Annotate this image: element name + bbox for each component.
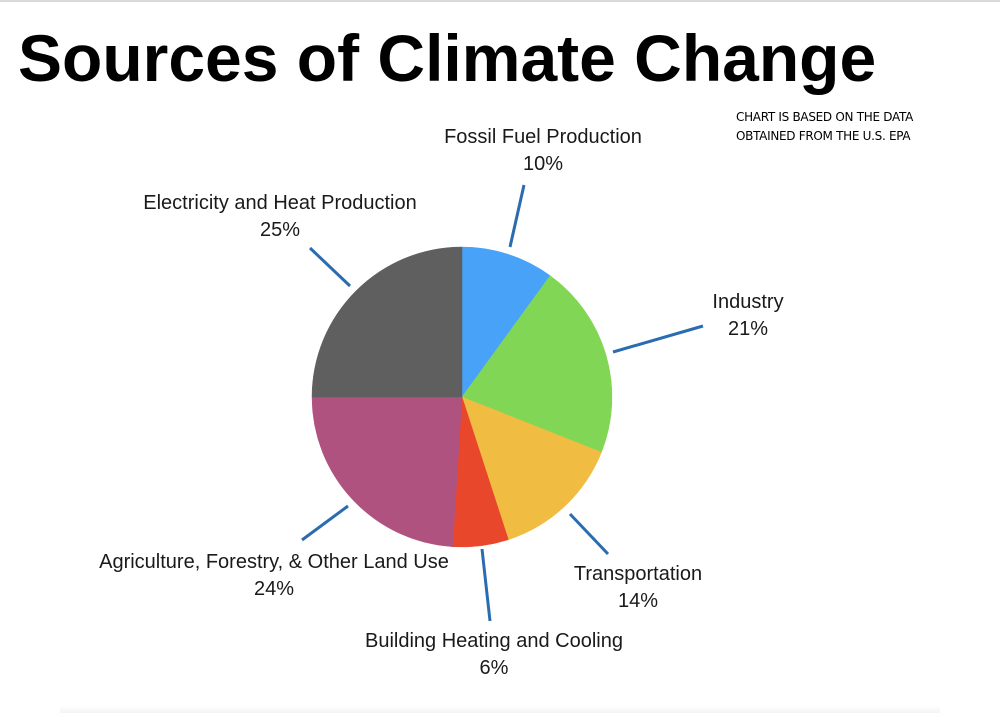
slice-value-label-5: 24% bbox=[254, 578, 294, 600]
source-note-line-2: OBTAINED FROM THE U.S. EPA bbox=[736, 129, 911, 143]
slice-name-label-1: Fossil Fuel Production bbox=[444, 126, 642, 148]
leader-line-1 bbox=[508, 184, 526, 248]
slice-value-label-2: 21% bbox=[728, 318, 768, 340]
pie-slice-6 bbox=[311, 246, 463, 398]
slice-name-label-2: Industry bbox=[712, 291, 783, 313]
pie-slice-1 bbox=[461, 246, 551, 398]
slice-value-label-6: 25% bbox=[260, 219, 300, 241]
slice-value-label-3: 14% bbox=[618, 590, 658, 612]
source-note-line-1: CHART IS BASED ON THE DATA bbox=[736, 110, 913, 124]
leader-line-2 bbox=[612, 324, 704, 354]
bottom-shadow bbox=[60, 706, 940, 713]
slice-name-label-6: Electricity and Heat Production bbox=[143, 192, 416, 214]
page-title: Sources of Climate Change bbox=[18, 21, 877, 95]
slice-value-label-4: 6% bbox=[480, 657, 509, 679]
slice-name-label-4: Building Heating and Cooling bbox=[365, 630, 623, 652]
leader-line-6 bbox=[308, 246, 352, 288]
pie-slice-2 bbox=[461, 275, 613, 453]
leader-line-4 bbox=[480, 548, 492, 622]
slice-value-label-1: 10% bbox=[523, 153, 563, 175]
top-rule bbox=[0, 0, 1000, 2]
leader-line-3 bbox=[568, 512, 610, 556]
slice-name-label-3: Transportation bbox=[574, 563, 702, 585]
source-note: CHART IS BASED ON THE DATA OBTAINED FROM… bbox=[736, 108, 913, 146]
slice-name-label-5: Agriculture, Forestry, & Other Land Use bbox=[99, 551, 449, 573]
pie-slice-5 bbox=[311, 396, 463, 547]
leader-line-5 bbox=[301, 504, 349, 542]
